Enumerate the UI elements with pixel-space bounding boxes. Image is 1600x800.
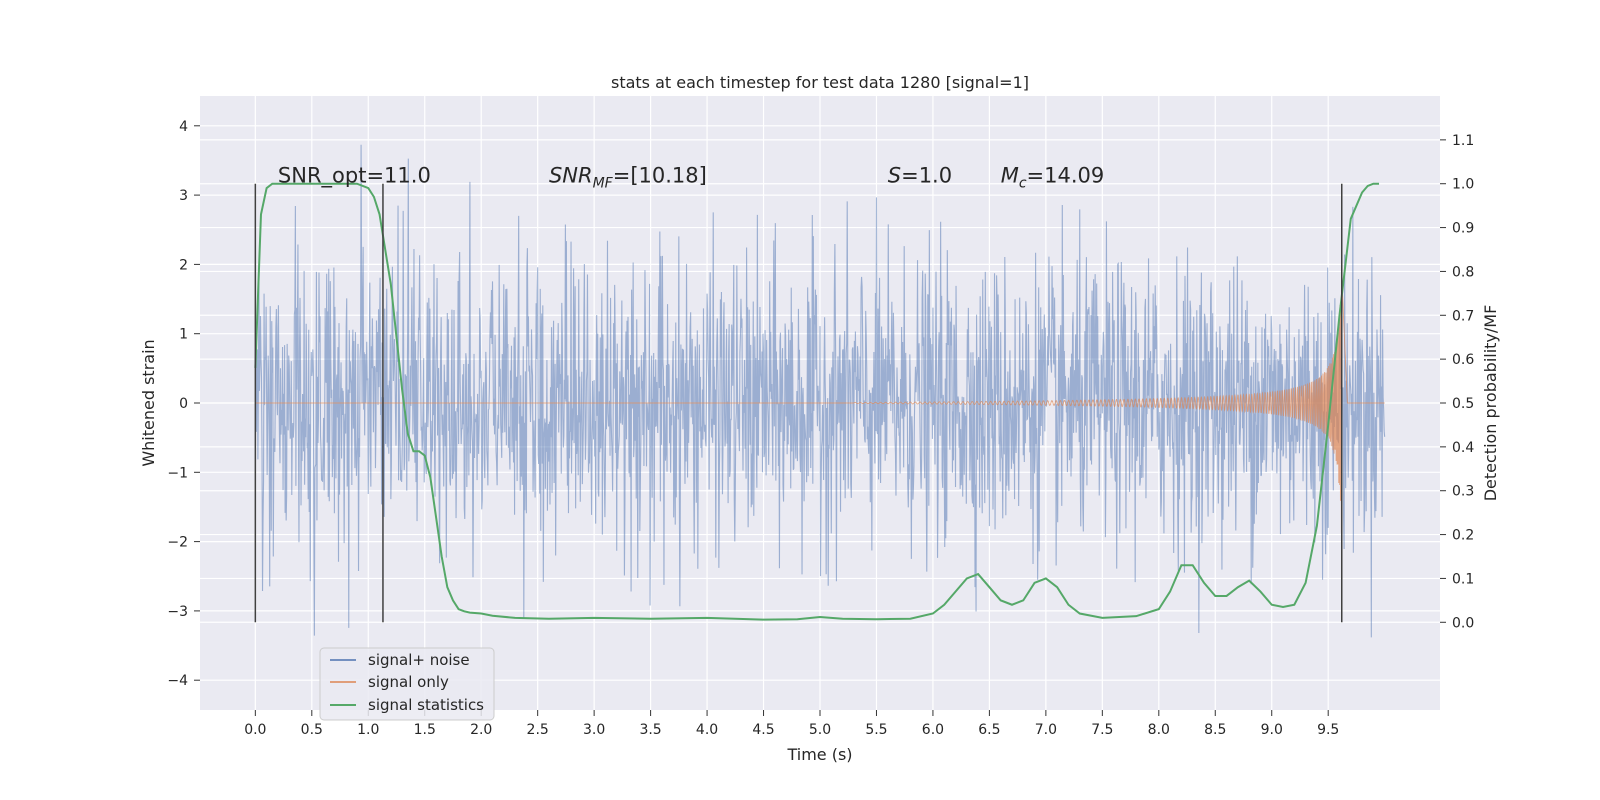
annotation-2: S=1.0 <box>888 164 952 188</box>
x-tick-label: 7.5 <box>1091 722 1113 738</box>
y-left-tick-label: −3 <box>167 604 188 620</box>
x-tick-label: 5.5 <box>865 722 887 738</box>
y-right-tick-label: 0.0 <box>1452 615 1474 631</box>
annotation-3: Mc=14.09 <box>1001 164 1105 192</box>
y-right-tick-label: 0.6 <box>1452 352 1474 368</box>
y-right-tick-label: 0.5 <box>1452 396 1474 412</box>
x-tick-label: 8.0 <box>1148 722 1170 738</box>
legend-label-signal: signal only <box>368 673 449 691</box>
annotation-1: SNRMF=[10.18] <box>549 164 707 192</box>
x-tick-label: 6.5 <box>978 722 1000 738</box>
x-tick-label: 1.5 <box>414 722 436 738</box>
y-left-tick-label: 0 <box>179 396 188 412</box>
y-right-tick-label: 0.8 <box>1452 264 1474 280</box>
x-tick-label: 5.0 <box>809 722 831 738</box>
x-tick-label: 3.0 <box>583 722 605 738</box>
plot-layer <box>254 144 1386 638</box>
x-tick-label: 4.5 <box>752 722 774 738</box>
y-right-tick-label: 0.3 <box>1452 484 1474 500</box>
y-left-tick-label: 4 <box>179 119 188 135</box>
x-tick-label: 8.5 <box>1204 722 1226 738</box>
series-signal-only <box>255 277 1385 533</box>
y-right-tick-label: 0.4 <box>1452 440 1474 456</box>
y-axis-label-right: Detection probability/MF <box>1481 305 1500 502</box>
y-left-tick-label: −2 <box>167 535 188 551</box>
series-signal-noise <box>254 144 1386 638</box>
x-tick-label: 2.5 <box>527 722 549 738</box>
legend-label-stats: signal statistics <box>368 696 484 714</box>
x-tick-label: 9.0 <box>1261 722 1283 738</box>
annotation-0: SNR_opt=11.0 <box>278 164 431 189</box>
y-left-tick-label: 2 <box>179 257 188 273</box>
chart-title: stats at each timestep for test data 128… <box>611 73 1029 92</box>
y-right-tick-label: 0.2 <box>1452 528 1474 544</box>
x-tick-label: 6.0 <box>922 722 944 738</box>
series-signal-statistics <box>254 182 1380 621</box>
y-axis-label-left: Whitened strain <box>139 339 158 466</box>
y-right-tick-label: 1.1 <box>1452 133 1474 149</box>
x-tick-label: 3.5 <box>639 722 661 738</box>
legend-label-noise: signal+ noise <box>368 651 470 669</box>
axis-ticks: 0.0 0.5 1.0 1.5 2.0 2.5 3.0 3.5 4.0 4.5 5.0 5.5 6.0 6… <box>167 119 1474 738</box>
y-right-tick-label: 0.1 <box>1452 571 1474 587</box>
series-layer <box>254 144 1386 638</box>
y-right-tick-label: 0.9 <box>1452 221 1474 237</box>
y-left-tick-label: −1 <box>167 465 188 481</box>
annotations: SNR_opt=11.0 SNRMF=[10.18] S=1.0 Mc=14.09 <box>278 164 1104 192</box>
y-left-tick-label: −4 <box>167 673 188 689</box>
legend-frame <box>319 647 495 721</box>
x-tick-label: 2.0 <box>470 722 492 738</box>
legend: signal+ noise signal only signal statist… <box>319 647 495 721</box>
x-axis-label: Time (s) <box>786 745 852 764</box>
x-tick-label: 4.0 <box>696 722 718 738</box>
x-tick-label: 0.0 <box>244 722 266 738</box>
y-right-tick-label: 0.7 <box>1452 308 1474 324</box>
x-tick-label: 7.0 <box>1035 722 1057 738</box>
x-tick-label: 0.5 <box>301 722 323 738</box>
y-right-tick-label: 1.0 <box>1452 177 1474 193</box>
x-tick-label: 1.0 <box>357 722 379 738</box>
y-left-tick-label: 3 <box>179 188 188 204</box>
vertical-lines <box>254 183 1343 623</box>
y-left-tick-label: 1 <box>179 327 188 343</box>
x-tick-label: 9.5 <box>1317 722 1339 738</box>
